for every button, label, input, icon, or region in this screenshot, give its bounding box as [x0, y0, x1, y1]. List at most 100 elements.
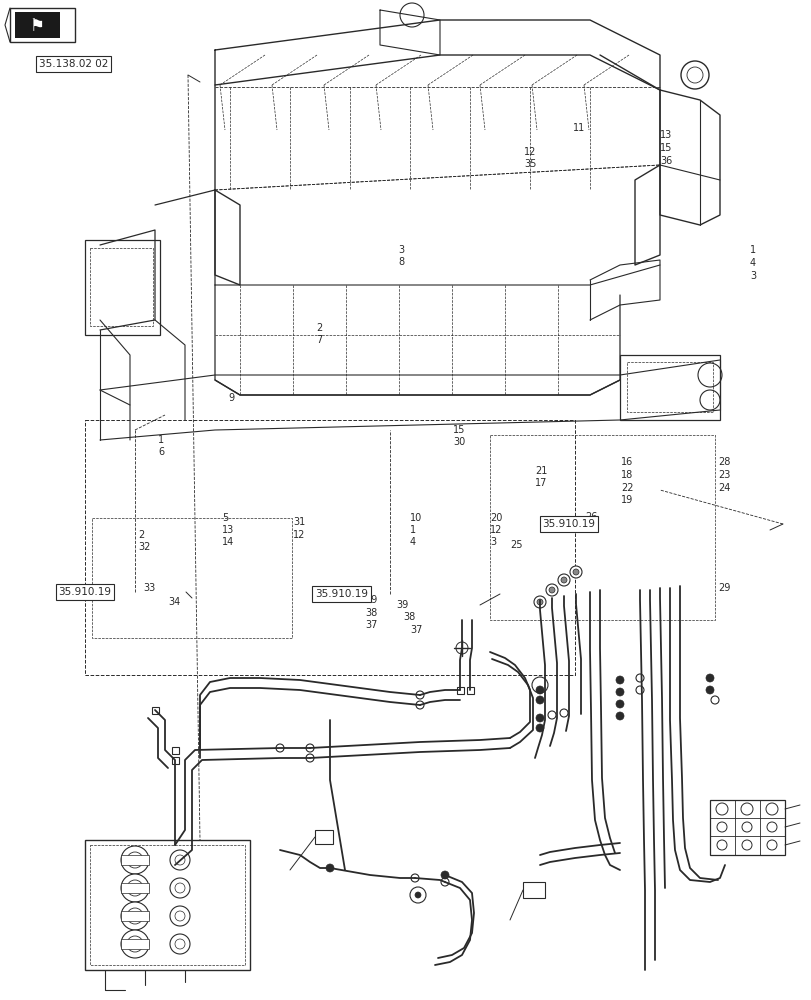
Circle shape	[573, 569, 578, 575]
Text: 37: 37	[365, 620, 377, 630]
Text: 36: 36	[659, 156, 672, 166]
Text: 3: 3	[749, 271, 755, 281]
Text: 11: 11	[573, 123, 585, 133]
Bar	[172, 757, 178, 764]
Text: 3: 3	[489, 537, 496, 547]
Circle shape	[535, 686, 543, 694]
Text: 39: 39	[396, 600, 408, 610]
Text: 12: 12	[293, 530, 305, 540]
Circle shape	[440, 871, 448, 879]
Bar	[620, 355, 719, 420]
Bar	[466, 687, 474, 694]
Text: 17: 17	[534, 478, 547, 488]
Text: 12: 12	[489, 525, 502, 535]
Bar	[90, 845, 245, 965]
Circle shape	[705, 674, 713, 682]
Text: 2: 2	[138, 530, 144, 540]
Bar	[315, 830, 333, 844]
Text: 39: 39	[365, 595, 377, 605]
Text: 1: 1	[749, 245, 755, 255]
Circle shape	[557, 574, 569, 586]
Text: 22: 22	[620, 483, 633, 493]
Text: 26: 26	[584, 512, 597, 522]
Circle shape	[169, 934, 190, 954]
Bar	[85, 420, 574, 675]
Circle shape	[325, 864, 333, 872]
Circle shape	[121, 930, 148, 958]
Bar	[92, 518, 292, 638]
Text: 29: 29	[717, 583, 729, 593]
Circle shape	[616, 700, 623, 708]
Bar	[457, 687, 463, 694]
Circle shape	[535, 714, 543, 722]
Text: 12: 12	[523, 147, 536, 157]
Circle shape	[545, 584, 557, 596]
Bar	[121, 883, 148, 893]
Text: 35.910.19: 35.910.19	[58, 587, 111, 597]
Text: 25: 25	[509, 540, 521, 550]
Circle shape	[121, 902, 148, 930]
Text: 16: 16	[620, 457, 633, 467]
Circle shape	[415, 701, 423, 709]
Circle shape	[415, 691, 423, 699]
Circle shape	[306, 744, 314, 752]
Circle shape	[710, 696, 718, 704]
Text: 10: 10	[410, 513, 422, 523]
Circle shape	[705, 686, 713, 694]
Circle shape	[569, 566, 581, 578]
Bar	[489, 435, 714, 620]
Circle shape	[306, 754, 314, 762]
Text: 5: 5	[221, 513, 228, 523]
Circle shape	[635, 674, 643, 682]
Bar	[121, 911, 148, 921]
Text: 2: 2	[315, 323, 322, 333]
Text: 34: 34	[168, 597, 180, 607]
Text: 14: 14	[221, 537, 234, 547]
Text: 21: 21	[534, 466, 547, 476]
Text: 1: 1	[410, 525, 415, 535]
Circle shape	[121, 874, 148, 902]
Text: 27: 27	[584, 525, 597, 535]
Text: 33: 33	[143, 583, 155, 593]
Text: 4: 4	[410, 537, 415, 547]
Text: 24: 24	[717, 483, 729, 493]
Text: 9: 9	[228, 393, 234, 403]
Circle shape	[560, 577, 566, 583]
Circle shape	[440, 878, 448, 886]
Circle shape	[169, 878, 190, 898]
Bar	[522, 882, 544, 898]
Text: 7: 7	[315, 335, 322, 345]
Polygon shape	[10, 8, 75, 42]
Bar	[121, 855, 148, 865]
Text: 28: 28	[717, 457, 729, 467]
Text: 6: 6	[158, 447, 164, 457]
Bar	[172, 747, 178, 754]
Circle shape	[547, 711, 556, 719]
Text: 1: 1	[158, 435, 164, 445]
Circle shape	[536, 599, 543, 605]
Circle shape	[121, 846, 148, 874]
Circle shape	[535, 696, 543, 704]
Circle shape	[169, 850, 190, 870]
Circle shape	[410, 874, 418, 882]
Circle shape	[560, 709, 568, 717]
Text: 20: 20	[489, 513, 502, 523]
Text: 13: 13	[659, 130, 672, 140]
Circle shape	[635, 686, 643, 694]
Bar	[85, 840, 250, 970]
Text: 13: 13	[221, 525, 234, 535]
Circle shape	[535, 724, 543, 732]
Text: 4: 4	[749, 258, 755, 268]
Text: ⚑: ⚑	[29, 17, 45, 35]
Text: 35.910.19: 35.910.19	[542, 519, 594, 529]
Circle shape	[616, 688, 623, 696]
Circle shape	[534, 596, 545, 608]
Text: 31: 31	[293, 517, 305, 527]
Text: 35: 35	[523, 159, 536, 169]
Circle shape	[169, 906, 190, 926]
Text: 32: 32	[138, 542, 150, 552]
Circle shape	[548, 587, 554, 593]
Circle shape	[616, 712, 623, 720]
Text: 15: 15	[659, 143, 672, 153]
Text: 19: 19	[620, 495, 633, 505]
